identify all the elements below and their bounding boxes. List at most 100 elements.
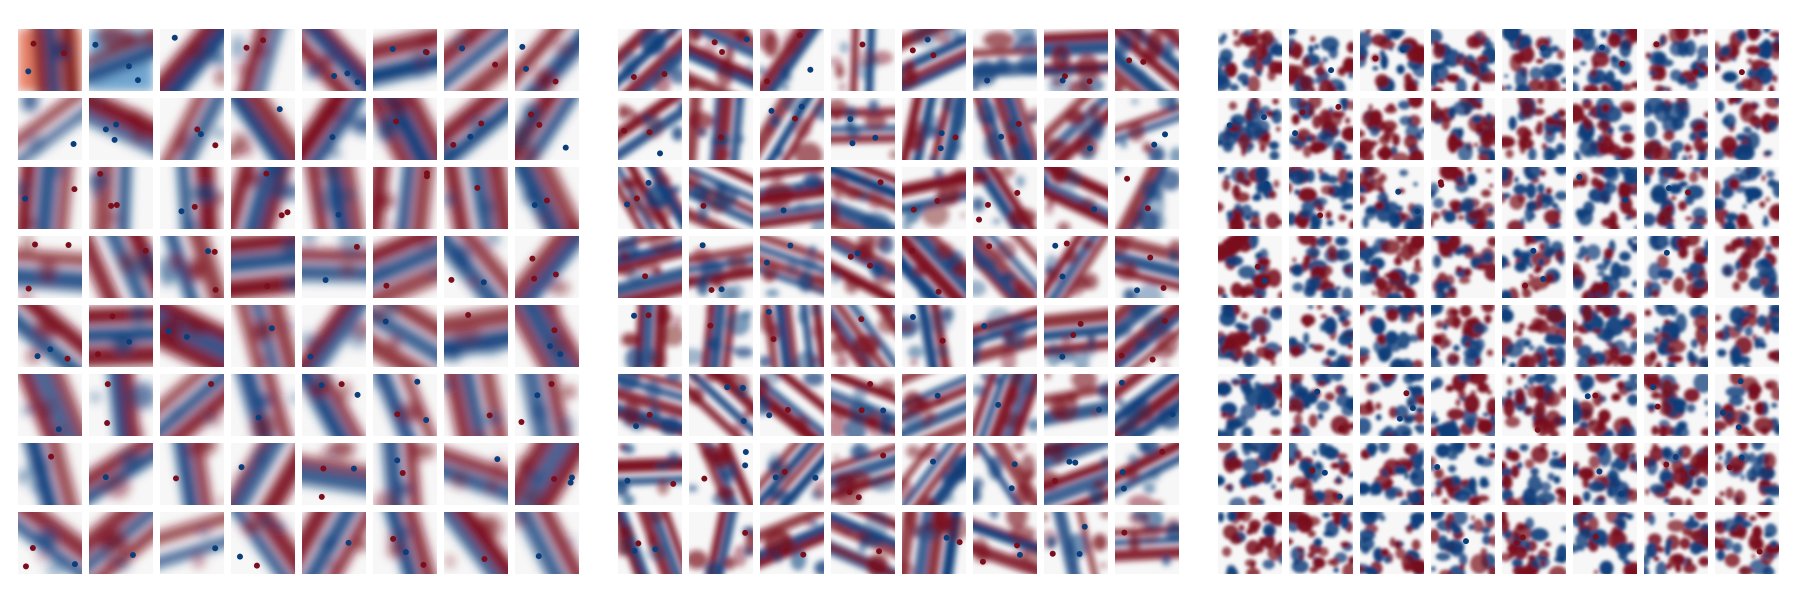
filter-tile	[1573, 236, 1637, 298]
filter-tile	[160, 236, 224, 298]
filter-tile	[1218, 512, 1282, 574]
filter-tile	[1573, 29, 1637, 91]
filter-tile	[1502, 29, 1566, 91]
filter-tile	[1218, 29, 1282, 91]
filter-tile	[18, 167, 82, 229]
filter-tile	[1115, 305, 1179, 367]
filter-tile	[618, 167, 682, 229]
filter-tile	[373, 305, 437, 367]
filter-tile	[18, 512, 82, 574]
filter-tile	[1502, 167, 1566, 229]
filter-tile	[1573, 305, 1637, 367]
filter-tile	[618, 443, 682, 505]
filter-tile	[1115, 443, 1179, 505]
filter-tile	[160, 374, 224, 436]
filter-tile	[160, 167, 224, 229]
filter-tile	[760, 98, 824, 160]
filter-tile	[302, 443, 366, 505]
filter-tile	[18, 236, 82, 298]
filter-tile	[160, 98, 224, 160]
filter-tile	[1289, 29, 1353, 91]
filter-tile	[1044, 29, 1108, 91]
filter-grid-2	[618, 29, 1179, 574]
filter-tile	[1218, 305, 1282, 367]
filter-tile	[1431, 305, 1495, 367]
filter-tile	[1644, 443, 1708, 505]
filter-tile	[444, 29, 508, 91]
filter-tile	[1644, 305, 1708, 367]
filter-tile	[18, 29, 82, 91]
filter-tile	[302, 512, 366, 574]
filter-tile	[831, 236, 895, 298]
filter-tile	[1360, 29, 1424, 91]
filter-tile	[373, 167, 437, 229]
filter-tile	[1289, 443, 1353, 505]
filter-tile	[302, 305, 366, 367]
filter-tile	[1360, 167, 1424, 229]
filter-tile	[1644, 236, 1708, 298]
filter-tile	[515, 98, 579, 160]
filter-tile	[18, 443, 82, 505]
filter-tile	[1218, 236, 1282, 298]
filter-tile	[515, 374, 579, 436]
filter-tile	[1115, 236, 1179, 298]
filter-tile	[1573, 512, 1637, 574]
filter-tile	[973, 305, 1037, 367]
filter-tile	[1431, 443, 1495, 505]
filter-tile	[1360, 512, 1424, 574]
filter-tile	[1502, 374, 1566, 436]
filter-tile	[1044, 374, 1108, 436]
filter-tile	[1431, 512, 1495, 574]
filter-tile	[1218, 374, 1282, 436]
filter-tile	[831, 305, 895, 367]
filter-tile	[1715, 98, 1779, 160]
filter-tile	[1644, 374, 1708, 436]
filter-tile	[373, 374, 437, 436]
filter-tile	[515, 305, 579, 367]
filter-tile	[89, 98, 153, 160]
filter-tile	[444, 512, 508, 574]
filter-tile	[760, 512, 824, 574]
filter-tile	[373, 236, 437, 298]
filter-tile	[1044, 443, 1108, 505]
filter-tile	[1502, 512, 1566, 574]
filter-tile	[902, 98, 966, 160]
filter-tile	[231, 167, 295, 229]
filter-tile	[902, 29, 966, 91]
filter-tile	[902, 236, 966, 298]
filter-tile	[1715, 374, 1779, 436]
filter-tile	[18, 98, 82, 160]
filter-tile	[231, 305, 295, 367]
filter-tile	[302, 29, 366, 91]
filter-tile	[689, 512, 753, 574]
filter-tile	[1289, 98, 1353, 160]
filter-tile	[1044, 512, 1108, 574]
filter-tile	[515, 512, 579, 574]
filter-tile	[1573, 98, 1637, 160]
filter-tile	[1431, 29, 1495, 91]
filter-tile	[1573, 443, 1637, 505]
filter-tile	[831, 443, 895, 505]
filter-tile	[1218, 98, 1282, 160]
filter-tile	[1644, 98, 1708, 160]
filter-tile	[1360, 236, 1424, 298]
filter-tile	[89, 374, 153, 436]
filter-tile	[689, 374, 753, 436]
filter-tile	[902, 374, 966, 436]
filter-tile	[160, 443, 224, 505]
filter-tile	[89, 305, 153, 367]
filter-tile	[1044, 98, 1108, 160]
filter-tile	[444, 98, 508, 160]
filter-tile	[1715, 29, 1779, 91]
filter-tile	[760, 167, 824, 229]
filter-grid-1	[18, 29, 579, 574]
filter-tile	[760, 305, 824, 367]
filter-tile	[444, 236, 508, 298]
filter-tile	[1502, 236, 1566, 298]
filter-tile	[1431, 98, 1495, 160]
filter-tile	[18, 374, 82, 436]
filter-tile	[831, 98, 895, 160]
filter-tile	[302, 167, 366, 229]
filter-tile	[89, 29, 153, 91]
filter-tile	[1115, 98, 1179, 160]
